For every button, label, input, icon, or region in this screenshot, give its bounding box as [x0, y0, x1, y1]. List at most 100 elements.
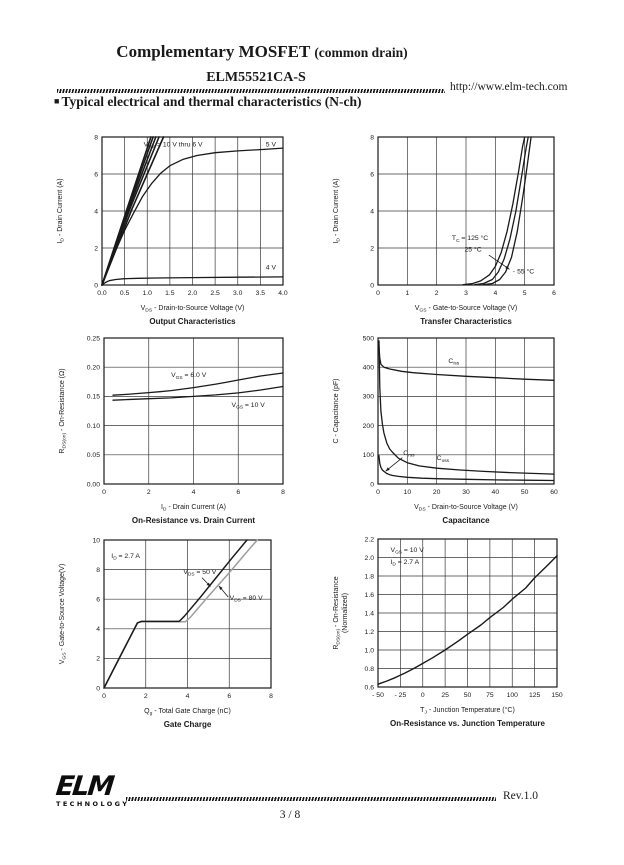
chart-title: Gate Charge — [164, 720, 212, 729]
chart-canvas-on-resistance-vs-junction-temperature: - 50 - 25 0 25 50 75 100 125 150 0.6 0.8 1.0 1.2 1.4 1… — [333, 536, 563, 728]
x-tick-label: 40 — [492, 489, 500, 496]
x-tick-label: 4.0 — [278, 290, 288, 297]
x-tick-label: 1.5 — [165, 290, 175, 297]
chart-on-resistance-vs-junction-temperature: - 50 - 25 0 25 50 75 100 125 150 0.6 0.8 1.0 1.2 1.4 1… — [320, 525, 575, 756]
x-tick-label: 50 — [521, 489, 529, 496]
y-tick-label: 0.15 — [87, 394, 100, 401]
y-tick-label: 200 — [363, 423, 375, 430]
y-tick-label: 0 — [94, 282, 98, 289]
plot-border — [377, 538, 558, 688]
annotation: Ciss — [448, 358, 459, 367]
y-axis-label: RDS(on) - On-Resistance (Ω) — [59, 368, 68, 453]
y-tick-label: 1.6 — [365, 592, 375, 599]
annotation: VDS = 80 V — [230, 595, 263, 604]
x-tick-label: 2 — [144, 693, 148, 700]
y-tick-label: 2 — [370, 245, 374, 252]
x-tick-label: 0 — [376, 489, 380, 496]
annotation: 25 °C — [465, 246, 482, 254]
y-tick-label: 0 — [96, 685, 100, 692]
y-tick-label: 400 — [363, 365, 375, 372]
elm-logo-subtext: TECHNOLOGY — [56, 800, 130, 808]
y-axis-label: RDS(on) - On-Resistance — [333, 576, 342, 649]
series-crss — [378, 454, 555, 482]
x-tick-label: 6 — [236, 489, 240, 496]
plot-border — [377, 337, 555, 485]
x-tick-label: 8 — [269, 693, 273, 700]
chart-canvas-output-characteristics: 0.0 0.5 1.0 1.5 2.0 2.5 3.0 3.5 4.0 0 2 4 6 8 VDS - Dr… — [57, 134, 288, 326]
x-tick-label: 4 — [493, 290, 497, 297]
y-axis-label: VGS - Gate-to-Source Voltage(V) — [59, 564, 68, 665]
y-tick-label: 2.2 — [365, 536, 375, 543]
x-axis-label: TJ - Junction Temperature (°C) — [420, 706, 515, 716]
y-tick-label: 0 — [370, 282, 374, 289]
x-tick-label: 6 — [227, 693, 231, 700]
series-vgs-5v — [101, 147, 284, 286]
y-tick-label: 1.8 — [365, 573, 375, 580]
arrowhead-icon — [218, 585, 223, 590]
series-coss — [378, 340, 555, 475]
chart-title: Output Characteristics — [149, 317, 236, 326]
y-tick-label: 10 — [92, 537, 100, 544]
x-tick-label: 0 — [421, 692, 425, 699]
y-tick-label: 500 — [363, 335, 375, 342]
series-ciss — [378, 344, 555, 381]
chart-canvas-transfer-characteristics: 0 1 2 3 4 5 6 0 2 4 6 8 VGS - Gate-to-Source Voltage… — [333, 134, 556, 326]
chart-capacitance: 0 10 20 30 40 50 60 0 100 200 300 400 500 VDS - Drain… — [320, 324, 572, 553]
x-tick-label: 0 — [102, 489, 106, 496]
series-rds-normalized — [377, 555, 558, 685]
page-number: 3 / 8 — [279, 809, 301, 821]
x-tick-label: - 50 — [372, 692, 384, 699]
x-tick-label: 4 — [186, 693, 190, 700]
series-vgs-6-0v — [112, 372, 284, 396]
chart-title: Transfer Characteristics — [420, 317, 512, 326]
annotation: Coss — [437, 455, 450, 464]
x-tick-label: 20 — [433, 489, 441, 496]
y-tick-label: 0.00 — [87, 481, 100, 488]
y-tick-label: 300 — [363, 394, 375, 401]
y-tick-label: 2 — [96, 656, 100, 663]
section-bullet-icon: ■ — [54, 96, 60, 106]
section-heading-text: Typical electrical and thermal character… — [61, 94, 362, 109]
y-tick-label: 4 — [96, 626, 100, 633]
doc-title-suffix: (common drain) — [314, 45, 408, 60]
x-tick-label: 125 — [529, 692, 541, 699]
x-axis-label: Qg - Total Gate Charge (nC) — [144, 708, 231, 717]
x-axis-label: VGS - Gate-to-Source Voltage (V) — [415, 305, 518, 314]
y-tick-label: 6 — [370, 171, 374, 178]
y-tick-label: 0.20 — [87, 365, 100, 372]
y-tick-label: 8 — [96, 567, 100, 574]
y-axis-label: ID - Drain Current (A) — [333, 178, 342, 243]
doc-title-main: Complementary MOSFET — [116, 42, 311, 61]
x-axis-label: VDS - Drain-to-Source Voltage (V) — [141, 305, 245, 314]
y-axis-label: C - Capacitance (pF) — [333, 379, 340, 444]
y-tick-label: 2 — [94, 245, 98, 252]
annotation: VGS = 10 V — [232, 402, 266, 411]
x-tick-label: - 25 — [395, 692, 407, 699]
chart-title: On-Resistance vs. Junction Temperature — [390, 719, 546, 728]
annotation-arrow — [488, 254, 510, 270]
annotation: TC = 125 °C — [452, 234, 488, 244]
x-tick-label: 50 — [464, 692, 472, 699]
x-tick-label: 3.0 — [233, 290, 243, 297]
annotation: VDS = 50 V — [183, 569, 216, 578]
header-divider — [57, 89, 445, 93]
x-tick-label: 2 — [435, 290, 439, 297]
plot-border — [101, 136, 284, 286]
chart-canvas-capacitance: 0 10 20 30 40 50 60 0 100 200 300 400 500 VDS - Drain… — [333, 335, 558, 525]
x-tick-label: 60 — [550, 489, 558, 496]
x-tick-label: 30 — [462, 489, 470, 496]
x-tick-label: 8 — [281, 489, 285, 496]
elm-logo: ELM TECHNOLOGY — [54, 771, 151, 808]
chart-transfer-characteristics: 0 1 2 3 4 5 6 0 2 4 6 8 VGS - Gate-to-Source Voltage… — [320, 123, 572, 354]
y-tick-label: 1.4 — [365, 610, 375, 617]
y-tick-label: 1.2 — [365, 629, 375, 636]
y-tick-label: 4 — [94, 208, 98, 215]
section-heading: ■ Typical electrical and thermal characte… — [54, 94, 361, 110]
chart-title: Capacitance — [442, 516, 490, 525]
x-tick-label: 1.0 — [143, 290, 153, 297]
y-tick-label: 6 — [94, 171, 98, 178]
x-tick-label: 4 — [192, 489, 196, 496]
x-tick-label: 0 — [102, 693, 106, 700]
y-tick-label: 0 — [370, 481, 374, 488]
